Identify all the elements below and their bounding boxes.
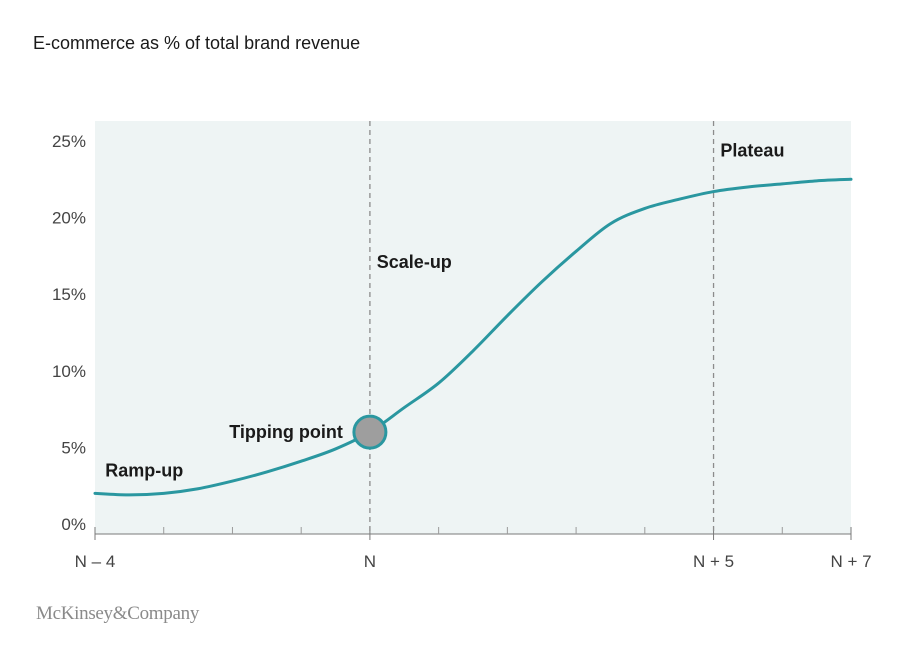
x-tick-label: N + 5 [693, 552, 734, 571]
x-tick-label: N [364, 552, 376, 571]
tipping-point-label: Tipping point [229, 422, 343, 442]
series-line [93, 177, 853, 497]
y-tick-label: 10% [52, 362, 86, 381]
y-tick-label: 20% [52, 209, 86, 228]
y-tick-label: 25% [52, 132, 86, 151]
phase-label-plateau: Plateau [720, 140, 784, 160]
company-logo-text: McKinsey&Company [36, 603, 200, 624]
chart: 0% 5% 10% 15% 20% 25% N – 4 N N + 5 N + 7 Tipping … [52, 121, 872, 571]
y-tick-label: 0% [61, 515, 86, 534]
y-tick-label: 15% [52, 285, 86, 304]
y-tick-label: 5% [61, 438, 86, 457]
plot-area [95, 121, 851, 534]
x-tick-label: N + 7 [830, 552, 871, 571]
tipping-point-marker [352, 414, 388, 450]
x-tick-label: N – 4 [75, 552, 116, 571]
phase-label-scale-up: Scale-up [377, 252, 452, 272]
phase-label-ramp-up: Ramp-up [105, 461, 183, 481]
chart-title: E-commerce as % of total brand revenue [33, 33, 361, 53]
